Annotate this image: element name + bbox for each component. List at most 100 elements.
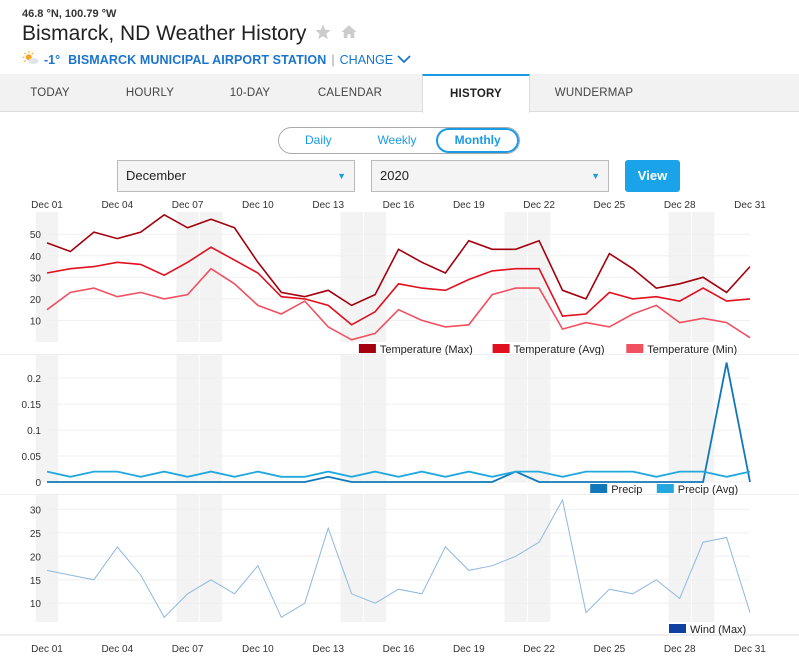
tab-wundermap[interactable]: WUNDERMAP (554, 87, 634, 99)
y-tick-label: 20 (30, 295, 42, 306)
weekend-band (668, 495, 691, 622)
x-tick-label: Dec 22 (523, 200, 555, 211)
y-tick-label: 30 (30, 273, 42, 284)
weekend-band (199, 355, 223, 482)
station-row: -1° BISMARCK MUNICIPAL AIRPORT STATION |… (22, 50, 411, 69)
legend-swatch (626, 344, 644, 353)
tab-10-day[interactable]: 10-DAY (229, 87, 271, 99)
x-tick-label: Dec 25 (594, 200, 626, 211)
x-tick-label: Dec 16 (383, 200, 415, 211)
series-line (46, 498, 751, 619)
caret-down-icon: ▼ (591, 171, 600, 181)
x-tick-label: Dec 19 (453, 644, 485, 655)
star-icon[interactable] (314, 23, 332, 46)
tab-today[interactable]: TODAY (30, 87, 70, 99)
station-name[interactable]: BISMARCK MUNICIPAL AIRPORT STATION (68, 52, 327, 67)
x-tick-label: Dec 10 (242, 200, 274, 211)
tab-hourly[interactable]: HOURLY (125, 87, 175, 99)
x-tick-label: Dec 07 (172, 200, 204, 211)
y-tick-label: 0 (35, 478, 41, 489)
series-line (46, 470, 751, 478)
x-tick-label: Dec 31 (734, 200, 766, 211)
weekend-band (527, 355, 551, 482)
month-value: December (126, 168, 186, 183)
legend-label: Precip (Avg) (678, 484, 738, 496)
series-line (46, 213, 751, 307)
chevron-down-icon[interactable] (397, 53, 411, 67)
page-title: Bismarck, ND Weather History (22, 22, 307, 45)
x-tick-label: Dec 31 (734, 644, 766, 655)
legend-swatch (590, 484, 608, 493)
x-tick-label: Dec 19 (453, 200, 485, 211)
weekend-band (691, 355, 715, 482)
current-temperature: -1° (44, 52, 61, 67)
series-line (47, 362, 751, 483)
chart-panel-1: 10 20 30 40 50 Temperature (Min) Temperature (… (0, 212, 799, 356)
series-line (46, 267, 751, 341)
year-value: 2020 (380, 168, 409, 183)
chart-panel-2: 0 0.05 0.1 0.15 0.2 Precip (Avg) Precip (0, 355, 799, 496)
y-tick-label: 0.2 (27, 374, 41, 385)
weekend-band (363, 495, 387, 622)
x-tick-label: Dec 10 (242, 644, 274, 655)
x-tick-label: Dec 13 (312, 200, 344, 211)
weekend-band (199, 495, 223, 622)
view-button[interactable]: View (625, 160, 680, 192)
weekend-band (176, 355, 199, 482)
y-tick-label: 50 (30, 230, 42, 241)
month-select[interactable]: December ▼ (117, 160, 355, 192)
x-tick-label: Dec 04 (101, 200, 133, 211)
divider: | (331, 52, 335, 67)
y-tick-label: 25 (30, 529, 42, 540)
y-tick-label: 0.1 (27, 426, 41, 437)
period-toggle: Daily Weekly Monthly (278, 127, 520, 154)
x-tick-label: Dec 13 (312, 644, 344, 655)
partly-sunny-icon (22, 50, 40, 69)
weekend-band (504, 495, 527, 622)
x-tick-label: Dec 28 (664, 200, 696, 211)
legend-swatch (669, 624, 686, 633)
legend-label: Wind (Max) (690, 624, 746, 636)
y-tick-label: 30 (30, 505, 42, 516)
y-tick-label: 0.05 (22, 452, 42, 463)
tab-calendar[interactable]: CALENDAR (317, 87, 383, 99)
weekend-band (35, 355, 59, 482)
tab-history[interactable]: HISTORY (422, 74, 530, 113)
x-tick-label: Dec 25 (594, 644, 626, 655)
y-tick-label: 15 (30, 576, 42, 587)
series-line (46, 246, 751, 326)
x-tick-label: Dec 01 (31, 200, 63, 211)
y-tick-label: 0.15 (22, 400, 42, 411)
y-tick-label: 40 (30, 252, 42, 263)
weekend-band (527, 495, 551, 622)
x-tick-label: Dec 16 (383, 644, 415, 655)
y-tick-label: 10 (30, 599, 42, 610)
weekend-band (504, 355, 527, 482)
period-weekly[interactable]: Weekly (377, 133, 417, 147)
period-daily[interactable]: Daily (305, 133, 332, 147)
weekend-band (363, 355, 387, 482)
panel-background (0, 495, 799, 627)
weekend-band (691, 495, 715, 622)
weekend-band (668, 355, 691, 482)
nav-tabs: TODAY HOURLY 10-DAY CALENDAR HISTORY WUN… (0, 74, 799, 113)
legend-swatch (358, 344, 376, 353)
panel-background (0, 355, 799, 487)
title-row: Bismarck, ND Weather History (22, 22, 358, 46)
x-tick-label: Dec 22 (523, 644, 555, 655)
x-tick-label: Dec 01 (31, 644, 63, 655)
legend-label: Temperature (Min) (647, 344, 737, 356)
legend-label: Temperature (Max) (380, 344, 473, 356)
legend-swatch (656, 484, 674, 493)
year-select[interactable]: 2020 ▼ (371, 160, 609, 192)
weekend-band (35, 495, 59, 622)
period-monthly[interactable]: Monthly (436, 128, 519, 153)
y-tick-label: 20 (30, 552, 42, 563)
change-station-link[interactable]: CHANGE (339, 52, 394, 67)
caret-down-icon: ▼ (337, 171, 346, 181)
home-icon[interactable] (340, 23, 358, 46)
chart-panel-3: 10 15 20 25 30 Wind (Max) (0, 495, 799, 636)
x-tick-label: Dec 07 (172, 644, 204, 655)
weekend-band (340, 355, 363, 482)
